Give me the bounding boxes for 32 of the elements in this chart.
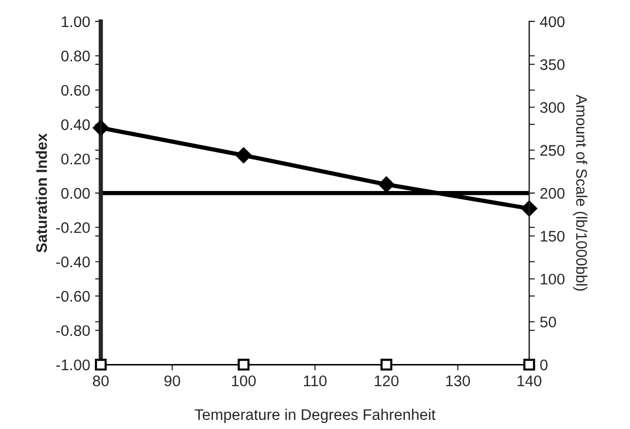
y-tick-label: -0.40 (56, 256, 90, 268)
y-tick-label: 0.20 (61, 154, 90, 164)
y2-tick-label: 350 (540, 59, 565, 70)
y2-tick-label: 400 (540, 16, 565, 28)
y-tick-label: -0.60 (56, 290, 90, 302)
y-tick-label: -0.20 (56, 222, 90, 234)
y2-tick-label: 200 (540, 188, 565, 199)
y-tick-label: -1.00 (56, 360, 90, 370)
x-axis-title: Temperature in Degrees Fahrenheit (194, 408, 436, 423)
y-axis-title: Saturation Index (36, 133, 47, 252)
x-tick-label: 100 (232, 375, 256, 386)
y2-tick-label: 0 (540, 360, 548, 370)
y-tick-label: 0.00 (61, 188, 90, 199)
x-tick-label: 110 (304, 375, 327, 386)
x-tick-label: 140 (518, 375, 542, 386)
x-tick-label: 80 (92, 375, 109, 386)
y-tick-label: -0.80 (56, 325, 90, 336)
y2-tick-label: 100 (540, 274, 565, 285)
y-tick-label: 1.00 (62, 16, 90, 28)
x-tick-label: 90 (164, 375, 180, 386)
y2-tick-label: 250 (540, 145, 565, 156)
y-tick-label: 0.60 (61, 84, 90, 96)
y2-tick-label: 150 (540, 230, 565, 242)
y2-tick-label: 50 (540, 316, 556, 328)
point (236, 147, 252, 164)
y-tick-label: 0.40 (61, 119, 90, 130)
x-tick-label: 130 (446, 375, 470, 386)
y-tick-label: 0.80 (61, 50, 90, 62)
x-tick-label: 120 (374, 375, 399, 386)
y2-axis-title: Amount of Scale (lb/1000bbl) (573, 94, 588, 291)
point (378, 176, 394, 192)
y2-tick-label: 300 (540, 102, 565, 113)
